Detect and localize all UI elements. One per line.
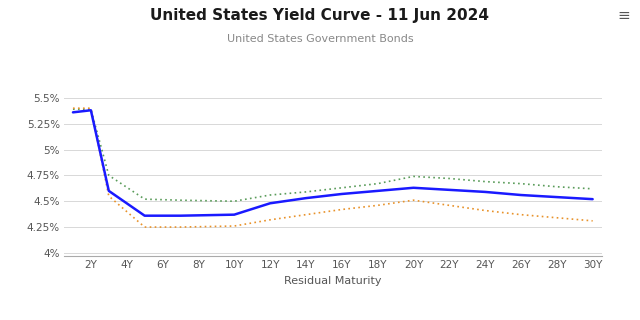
Text: ≡: ≡ xyxy=(618,8,630,23)
Text: United States Government Bonds: United States Government Bonds xyxy=(227,34,413,44)
Text: United States Yield Curve - 11 Jun 2024: United States Yield Curve - 11 Jun 2024 xyxy=(150,8,490,23)
X-axis label: Residual Maturity: Residual Maturity xyxy=(284,276,381,286)
